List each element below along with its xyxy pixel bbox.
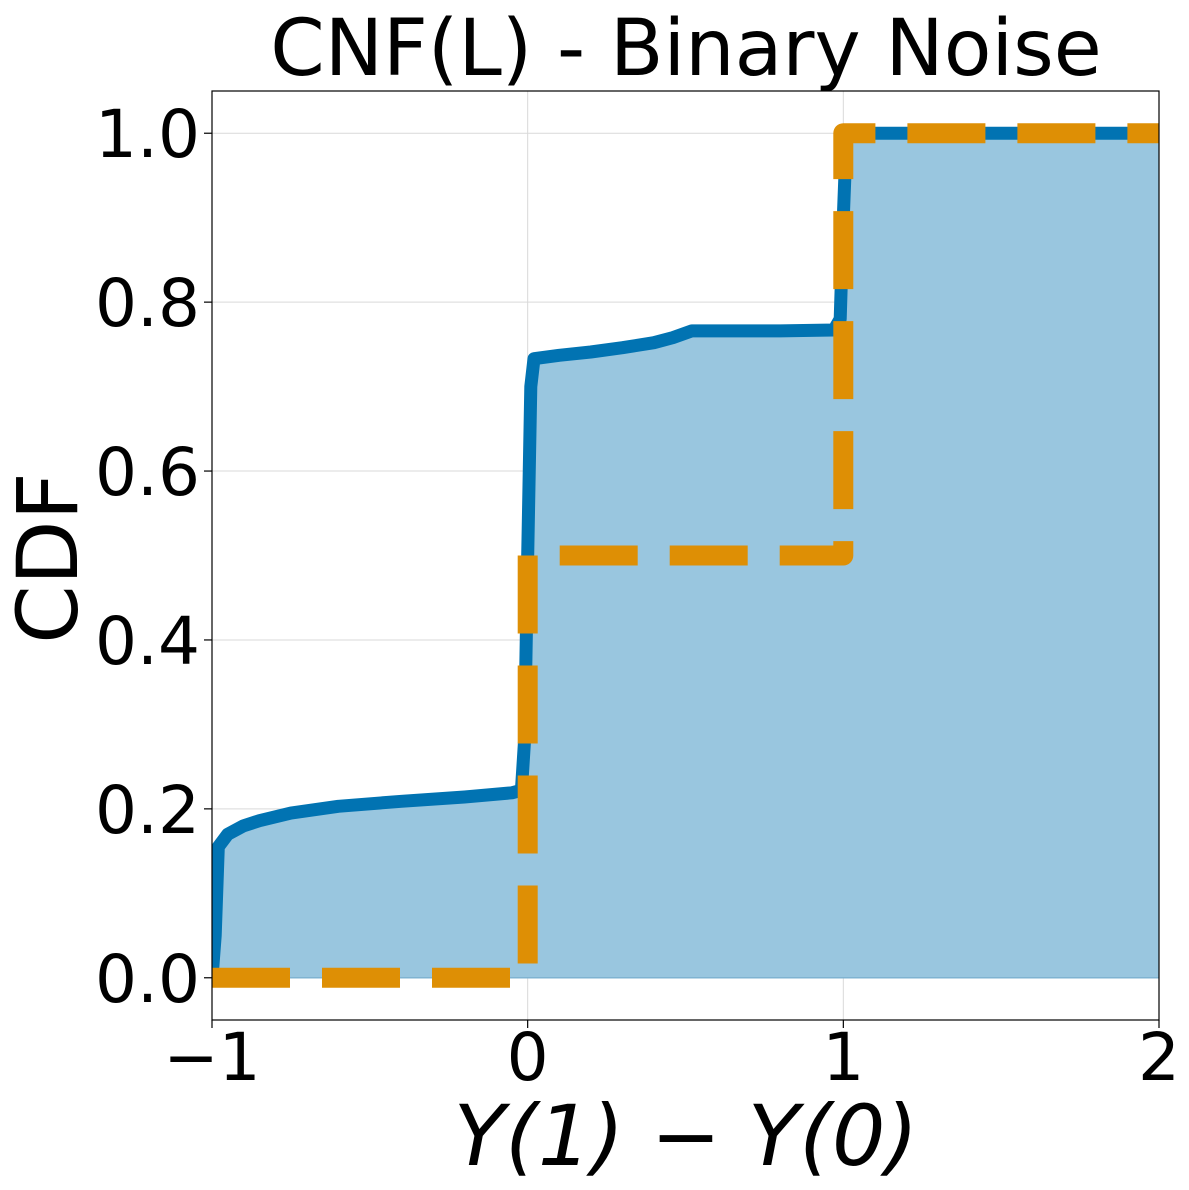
y-tick-label-2: 0.4 — [95, 603, 200, 680]
x-tick-label-3: 2 — [1138, 1019, 1180, 1096]
x-axis-label: Y(1) − Y(0) — [454, 1087, 918, 1185]
x-axis-ticks: −1 0 1 2 — [163, 1019, 1180, 1096]
x-tick-label-1: 0 — [507, 1019, 549, 1096]
y-tick-label-3: 0.6 — [95, 434, 200, 511]
y-tick-label-0: 0.0 — [95, 941, 200, 1018]
x-tick-label-0: −1 — [163, 1019, 260, 1096]
y-axis-ticks: 0.0 0.2 0.4 0.6 0.8 1.0 — [95, 96, 212, 1018]
x-tick-label-2: 1 — [822, 1019, 864, 1096]
y-axis-label: CDF — [0, 472, 97, 644]
y-tick-label-5: 1.0 — [95, 96, 200, 173]
plot-area — [212, 123, 1159, 988]
true-cdf-dashed-line — [212, 123, 1159, 988]
y-tick-label-1: 0.2 — [95, 772, 200, 849]
chart-title: CNF(L) - Binary Noise — [270, 4, 1102, 94]
y-tick-label-4: 0.8 — [95, 265, 200, 342]
plot-frame — [211, 90, 1160, 1021]
